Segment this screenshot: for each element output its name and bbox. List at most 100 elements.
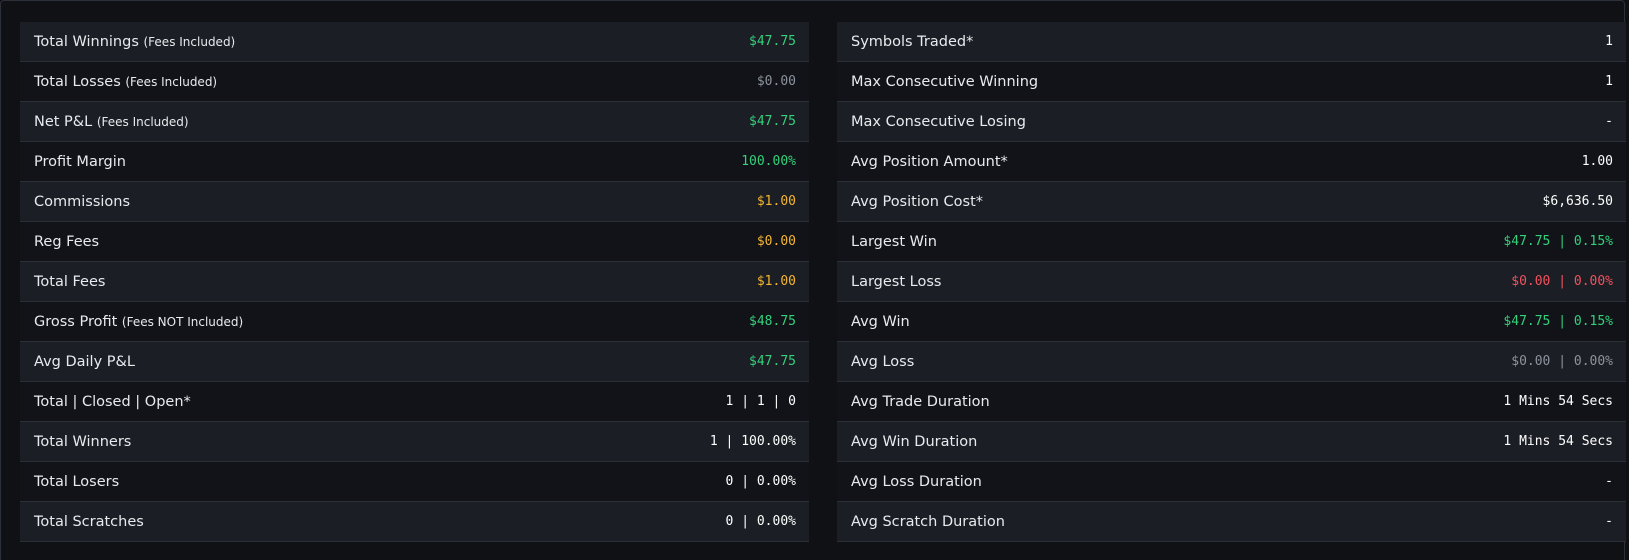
stat-label-text: Avg Win Duration — [851, 433, 978, 450]
stat-label: Avg Position Cost* — [851, 194, 983, 210]
stat-label: Total Fees — [34, 274, 105, 290]
stat-value: 1 Mins 54 Secs — [1503, 434, 1613, 449]
stat-label: Total Scratches — [34, 514, 144, 530]
stat-value: $0.00 | 0.00% — [1511, 274, 1613, 289]
stat-label-text: Avg Loss — [851, 353, 915, 370]
stat-label: Total Losers — [34, 474, 119, 490]
stat-row-commissions: Commissions $1.00 — [20, 182, 809, 222]
stat-row-total-losers: Total Losers 0 | 0.00% — [20, 462, 809, 502]
stat-row-total-winners: Total Winners 1 | 100.00% — [20, 422, 809, 462]
stat-row-profit-margin: Profit Margin 100.00% — [20, 142, 809, 182]
stats-column-right: Symbols Traded* 1 Max Consecutive Winning 1… — [837, 22, 1626, 542]
stat-value: 1.00 — [1581, 154, 1613, 169]
stat-row-max-consecutive-losing: Max Consecutive Losing - — [837, 102, 1626, 142]
stat-label-text: Net P&L — [34, 113, 93, 130]
stat-value: $47.75 | 0.15% — [1503, 234, 1613, 249]
stat-label-note: (Fees Included) — [96, 114, 189, 129]
stat-value: $0.00 | 0.00% — [1511, 354, 1613, 369]
stat-label: Avg Loss Duration — [851, 474, 982, 490]
stat-label: Avg Loss — [851, 354, 914, 370]
stat-value: $47.75 | 0.15% — [1503, 314, 1613, 329]
stat-label-text: Avg Scratch Duration — [851, 513, 1005, 530]
stat-row-avg-trade-duration: Avg Trade Duration 1 Mins 54 Secs — [837, 382, 1626, 422]
stat-row-max-consecutive-winning: Max Consecutive Winning 1 — [837, 62, 1626, 102]
stat-label-text: Max Consecutive Winning — [851, 73, 1039, 90]
stat-row-avg-loss-duration: Avg Loss Duration - — [837, 462, 1626, 502]
stat-row-avg-position-amount: Avg Position Amount* 1.00 — [837, 142, 1626, 182]
stat-label: Net P&L (Fees Included) — [34, 114, 189, 130]
stat-label: Total Winnings (Fees Included) — [34, 34, 235, 50]
stat-value: 1 | 1 | 0 — [725, 394, 796, 409]
stat-label-text: Commissions — [34, 193, 131, 210]
stat-row-avg-win-duration: Avg Win Duration 1 Mins 54 Secs — [837, 422, 1626, 462]
stat-value: 1 | 100.00% — [709, 434, 796, 449]
stat-label-text: Avg Win — [851, 313, 910, 330]
stat-label-note: (Fees Included) — [125, 74, 218, 89]
stat-value: $0.00 — [756, 234, 796, 249]
stat-label-text: Avg Loss Duration — [851, 473, 982, 490]
stat-label-text: Profit Margin — [34, 153, 126, 170]
stat-label: Avg Scratch Duration — [851, 514, 1005, 530]
stat-label-text: Gross Profit — [34, 313, 118, 330]
stat-row-avg-loss: Avg Loss $0.00 | 0.00% — [837, 342, 1626, 382]
stat-label: Total | Closed | Open* — [34, 394, 191, 410]
stat-label-note: (Fees NOT Included) — [121, 314, 244, 329]
stat-value: - — [1605, 514, 1613, 529]
stat-label: Total Winners — [34, 434, 131, 450]
stat-label-text: Max Consecutive Losing — [851, 113, 1026, 130]
stat-value: 1 Mins 54 Secs — [1503, 394, 1613, 409]
stat-label: Avg Win — [851, 314, 910, 330]
stat-value: $1.00 — [756, 194, 796, 209]
stat-row-symbols-traded: Symbols Traded* 1 — [837, 22, 1626, 62]
stat-value: $6,636.50 — [1542, 194, 1613, 209]
stat-label: Max Consecutive Losing — [851, 114, 1026, 130]
stat-label: Reg Fees — [34, 234, 99, 250]
stat-value: $1.00 — [756, 274, 796, 289]
stat-value: 0 | 0.00% — [725, 474, 796, 489]
stat-row-reg-fees: Reg Fees $0.00 — [20, 222, 809, 262]
stat-label-text: Avg Trade Duration — [851, 393, 990, 410]
stats-column-left: Total Winnings (Fees Included) $47.75 Tota… — [20, 22, 809, 542]
stat-row-largest-loss: Largest Loss $0.00 | 0.00% — [837, 262, 1626, 302]
stat-row-gross-profit: Gross Profit (Fees NOT Included) $48.75 — [20, 302, 809, 342]
stat-value: $47.75 — [749, 114, 796, 129]
stat-row-total-scratches: Total Scratches 0 | 0.00% — [20, 502, 809, 542]
stat-label-text: Reg Fees — [34, 233, 100, 250]
stat-label-text: Total Winners — [34, 433, 132, 450]
stat-label: Avg Daily P&L — [34, 354, 135, 370]
stat-label-text: Total Scratches — [34, 513, 144, 530]
stat-row-avg-win: Avg Win $47.75 | 0.15% — [837, 302, 1626, 342]
stat-value: $48.75 — [749, 314, 796, 329]
stat-label: Avg Win Duration — [851, 434, 977, 450]
stat-row-total-closed-open: Total | Closed | Open* 1 | 1 | 0 — [20, 382, 809, 422]
stat-label: Total Losses (Fees Included) — [34, 74, 217, 90]
stat-label-note: (Fees Included) — [143, 34, 236, 49]
stat-label-text: Total Winnings — [34, 33, 139, 50]
stat-label: Avg Position Amount* — [851, 154, 1008, 170]
stat-row-total-winnings: Total Winnings (Fees Included) $47.75 — [20, 22, 809, 62]
stat-label-text: Avg Daily P&L — [34, 353, 135, 370]
stat-value: - — [1605, 114, 1613, 129]
stat-row-total-fees: Total Fees $1.00 — [20, 262, 809, 302]
stat-row-avg-scratch-duration: Avg Scratch Duration - — [837, 502, 1626, 542]
stat-value: 1 — [1605, 74, 1613, 89]
stat-label-text: Largest Win — [851, 233, 937, 250]
stat-value: 100.00% — [741, 154, 796, 169]
stat-label-text: Total Losers — [34, 473, 120, 490]
stat-label: Profit Margin — [34, 154, 126, 170]
stat-label-text: Symbols Traded* — [851, 33, 974, 50]
stat-label: Gross Profit (Fees NOT Included) — [34, 314, 243, 330]
stat-label: Max Consecutive Winning — [851, 74, 1038, 90]
stat-row-net-pl: Net P&L (Fees Included) $47.75 — [20, 102, 809, 142]
stat-label: Avg Trade Duration — [851, 394, 990, 410]
stat-label-text: Total | Closed | Open* — [34, 393, 191, 410]
stat-label-text: Largest Loss — [851, 273, 942, 290]
stat-label: Largest Win — [851, 234, 937, 250]
stat-label-text: Avg Position Amount* — [851, 153, 1008, 170]
stat-label: Symbols Traded* — [851, 34, 973, 50]
stat-label: Commissions — [34, 194, 130, 210]
stat-label: Largest Loss — [851, 274, 941, 290]
stat-value: $47.75 — [749, 354, 796, 369]
stat-label-text: Total Fees — [34, 273, 106, 290]
